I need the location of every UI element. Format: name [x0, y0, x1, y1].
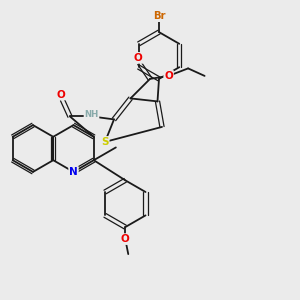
- Text: O: O: [164, 71, 173, 81]
- Text: O: O: [56, 89, 65, 100]
- Text: N: N: [69, 167, 78, 177]
- Text: S: S: [101, 137, 109, 147]
- Text: O: O: [121, 234, 130, 244]
- Text: O: O: [134, 53, 142, 63]
- Text: NH: NH: [84, 110, 99, 119]
- Text: Br: Br: [153, 11, 165, 21]
